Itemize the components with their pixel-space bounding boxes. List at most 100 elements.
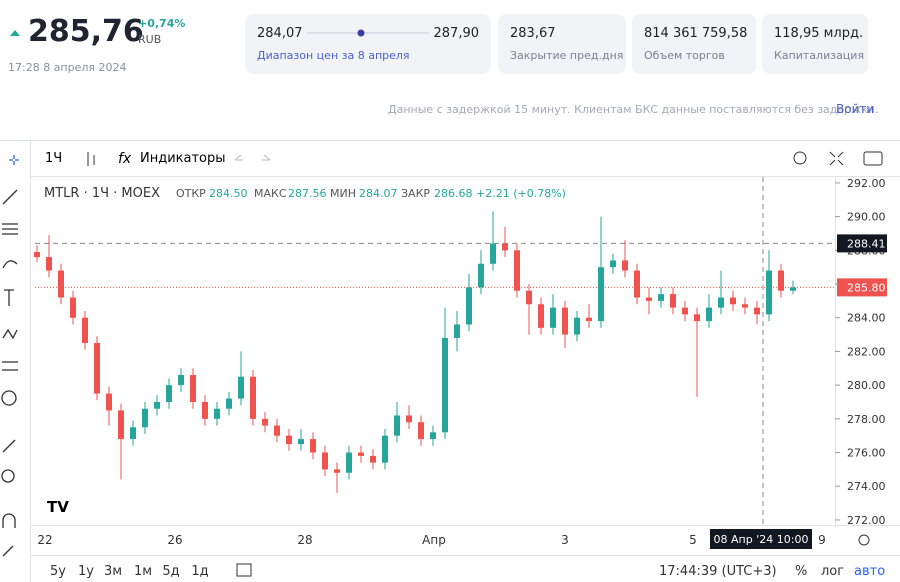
log-toggle[interactable]: лог bbox=[821, 564, 844, 579]
price: 285,76 bbox=[28, 14, 144, 49]
candle-body bbox=[262, 418, 268, 426]
range-button[interactable]: 5у bbox=[50, 564, 66, 579]
candle-body bbox=[634, 270, 640, 298]
candle-body bbox=[274, 425, 280, 436]
stat-card: 283,67 Закрытие пред.дня bbox=[498, 14, 626, 74]
candle-body bbox=[730, 297, 736, 305]
last-price: 285.80 bbox=[847, 281, 886, 294]
chart: 1Ч fx Индикаторы MTLR · 1Ч · MOEX ОТКР 2… bbox=[0, 140, 900, 582]
candle-body bbox=[58, 270, 64, 298]
candle-body bbox=[406, 415, 412, 423]
candle-body bbox=[226, 398, 232, 409]
stat-label: Капитализация bbox=[774, 49, 865, 62]
candle-body bbox=[526, 290, 532, 305]
candle-body bbox=[550, 307, 556, 328]
indicators[interactable]: Индикаторы bbox=[140, 151, 226, 166]
change: +0,74% bbox=[138, 17, 186, 30]
x-tick-label: 5 bbox=[689, 533, 697, 547]
stat-card: 118,95 млрд. Капитализация bbox=[762, 14, 868, 74]
calendar-icon bbox=[236, 563, 252, 577]
candle-body bbox=[694, 314, 700, 322]
candle-body bbox=[646, 297, 652, 301]
candle-body bbox=[766, 270, 772, 315]
candle-body bbox=[718, 297, 724, 308]
range-button[interactable]: 1м bbox=[134, 564, 152, 579]
y-tick-label: 274.00 bbox=[847, 480, 886, 493]
candle-body bbox=[514, 250, 520, 291]
timestamp: 17:28 8 апреля 2024 bbox=[8, 61, 127, 74]
candle-body bbox=[130, 427, 136, 440]
undo-redo[interactable] bbox=[234, 154, 271, 161]
stat-card: 814 361 759,58 Объем торгов bbox=[632, 14, 756, 74]
legend-change: +2.21 (+0.78%) bbox=[476, 187, 566, 200]
fx-icon[interactable]: fx bbox=[118, 151, 132, 167]
candle-body bbox=[790, 287, 796, 291]
candle-body bbox=[622, 260, 628, 271]
auto-toggle[interactable]: авто bbox=[854, 564, 885, 579]
candle-body bbox=[562, 307, 568, 335]
fullscreen[interactable] bbox=[829, 151, 844, 166]
candle-body bbox=[358, 452, 364, 456]
interval[interactable]: 1Ч bbox=[45, 151, 62, 166]
candle-body bbox=[118, 410, 124, 440]
up-arrow bbox=[10, 30, 20, 36]
tv-logo bbox=[42, 492, 72, 518]
y-tick-label: 282.00 bbox=[847, 345, 886, 358]
drawing-tools[interactable] bbox=[1, 155, 19, 557]
candle-icon[interactable] bbox=[87, 152, 95, 166]
login-link[interactable]: Войти bbox=[836, 102, 875, 116]
candle-body bbox=[670, 294, 676, 308]
candle-body bbox=[154, 401, 160, 409]
tv-logo: TV bbox=[47, 498, 69, 516]
range-button[interactable]: 1у bbox=[78, 564, 94, 579]
candle-body bbox=[190, 375, 196, 402]
stat-value: 283,67 bbox=[510, 26, 556, 41]
stat-value: 118,95 млрд. bbox=[774, 26, 864, 41]
x-tick-label: Апр bbox=[422, 533, 446, 547]
candle-body bbox=[610, 260, 616, 268]
crosshair-time-badge bbox=[710, 529, 812, 549]
legend-value: 286.68 bbox=[434, 187, 473, 200]
x-tick-label: 26 bbox=[167, 533, 182, 547]
candle-body bbox=[442, 337, 448, 433]
y-tick-label: 272.00 bbox=[847, 514, 886, 527]
percent-toggle[interactable]: % bbox=[795, 564, 807, 579]
candle-body bbox=[298, 439, 304, 445]
legend-label: МАКС bbox=[254, 187, 287, 200]
range-high: 287,90 bbox=[433, 26, 480, 41]
range-button[interactable]: 5д bbox=[162, 564, 179, 579]
range-card: 284,07 287,90 Диапазон цен за 8 апреля bbox=[245, 14, 491, 74]
x-tick-label: 22 bbox=[37, 533, 52, 547]
candle-body bbox=[598, 267, 604, 322]
screenshot[interactable] bbox=[863, 151, 883, 166]
candle-body bbox=[778, 270, 784, 291]
candle-body bbox=[334, 469, 340, 473]
range-button[interactable]: 1д bbox=[191, 564, 208, 579]
candle-body bbox=[322, 452, 328, 470]
candle-body bbox=[310, 439, 316, 453]
candle-body bbox=[454, 324, 460, 338]
legend-value: 287.56 bbox=[288, 187, 327, 200]
candle-body bbox=[478, 263, 484, 288]
candle-body bbox=[106, 393, 112, 411]
candle-body bbox=[382, 435, 388, 463]
candle-body bbox=[574, 317, 580, 335]
candle-body bbox=[586, 317, 592, 322]
clock: 17:44:39 (UTC+3) bbox=[659, 564, 777, 579]
axis-settings[interactable] bbox=[858, 534, 870, 546]
range-button[interactable]: 3м bbox=[104, 564, 122, 579]
x-tick-label: 3 bbox=[561, 533, 569, 547]
range-low: 284,07 bbox=[257, 26, 303, 41]
candle-body bbox=[34, 251, 40, 258]
stat-label: Закрытие пред.дня bbox=[510, 49, 624, 62]
y-tick-label: 278.00 bbox=[847, 413, 886, 426]
candle-body bbox=[466, 287, 472, 325]
crosshair-time: 08 Апр '24 10:00 bbox=[714, 533, 809, 546]
x-tick-label: 28 bbox=[297, 533, 312, 547]
settings[interactable] bbox=[793, 151, 807, 165]
candle-body bbox=[178, 375, 184, 386]
candle-body bbox=[202, 401, 208, 419]
legend-values: ОТКР 284.50 МАКС 287.56 МИН 284.07 ЗАКР … bbox=[176, 187, 566, 200]
candle-body bbox=[418, 422, 424, 440]
candle-body bbox=[346, 452, 352, 473]
